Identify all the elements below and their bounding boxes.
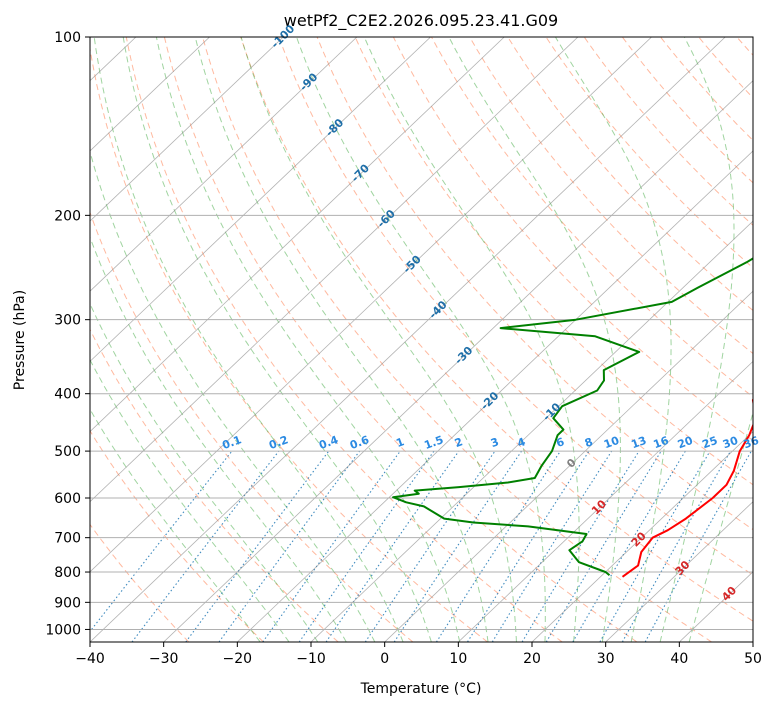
moist-adiabat (24, 37, 318, 642)
background-lines (0, 37, 775, 642)
mixing-ratio-line (299, 451, 434, 642)
mixing-ratio-label: 25 (701, 434, 720, 451)
isotherm (0, 37, 504, 642)
mixing-ratio-line (219, 451, 360, 642)
dry-adiabat (661, 37, 775, 642)
isotherm (0, 37, 578, 642)
dry-adiabat (0, 37, 189, 642)
dry-adiabat (622, 37, 775, 642)
mixing-ratio-label: 6 (554, 435, 566, 450)
mixing-ratio-line (436, 451, 560, 642)
mixing-ratio-label: 1.5 (422, 433, 445, 452)
x-tick-label: 0 (380, 651, 389, 667)
x-tick-label: 50 (744, 651, 762, 667)
x-tick-label: 30 (597, 651, 615, 667)
dry-adiabat (203, 37, 712, 642)
isotherm (0, 37, 62, 642)
x-tick-label: 20 (523, 651, 541, 667)
mixing-ratio-label: 36 (742, 434, 761, 452)
mixing-ratio-label: 16 (652, 434, 671, 452)
dry-adiabat (393, 37, 775, 642)
moist-adiabat (5, 37, 290, 642)
isotherm (753, 37, 775, 642)
mixing-ratio-line (600, 451, 710, 642)
y-tick-label: 800 (54, 565, 81, 581)
x-tick-label: −10 (296, 651, 326, 667)
isotherm (679, 37, 775, 642)
x-axis: −40 −30 −20 −10 0 10 20 30 40 50 (75, 642, 762, 667)
moist-adiabat (241, 37, 516, 642)
isotherm (0, 37, 357, 642)
moist-adiabat (0, 37, 260, 642)
mixing-ratio-label: 30 (721, 434, 740, 452)
y-tick-label: 300 (54, 313, 81, 329)
isotherm (0, 37, 431, 642)
dry-adiabat (12, 37, 338, 642)
y-tick-label: 700 (54, 531, 81, 547)
mixing-ratio-line (522, 451, 639, 642)
mixing-ratio-line (492, 451, 611, 642)
isotherm (90, 37, 725, 642)
moist-adiabat (449, 37, 621, 642)
mixing-ratio-line (132, 451, 279, 642)
mixing-ratio-line (645, 451, 751, 642)
moist-adiabat (94, 37, 403, 642)
dry-adiabat (241, 37, 775, 642)
y-tick-label: 900 (54, 595, 81, 611)
y-tick-label: 200 (54, 208, 81, 224)
y-tick-label: 600 (54, 491, 81, 507)
chart-title: wetPf2_C2E2.2026.095.23.41.G09 (284, 11, 558, 31)
isotherm (0, 37, 283, 642)
mixing-ratio-label: 13 (629, 434, 648, 451)
isotherm (385, 37, 775, 642)
mixing-ratio-label: 1 (394, 435, 406, 450)
mixing-ratio-line (394, 451, 521, 642)
mixing-ratio-label: 8 (583, 435, 595, 450)
mixing-ratio-label: 0.4 (317, 433, 340, 452)
mixing-ratio-label: 0.1 (220, 433, 243, 452)
dry-adiabat (584, 37, 775, 642)
y-tick-label: 400 (54, 387, 81, 403)
x-tick-label: 10 (449, 651, 467, 667)
mixing-ratio-label: 2 (453, 435, 465, 450)
dry-adiabat (164, 37, 637, 642)
y-tick-label: 500 (54, 444, 81, 460)
y-axis: 100 200 300 400 500 600 700 800 900 1000 (45, 30, 90, 638)
moist-adiabat (364, 37, 579, 642)
mixing-ratio-label: 0.6 (348, 433, 371, 452)
dry-adiabat (355, 37, 775, 642)
moist-adiabat (156, 37, 459, 642)
mixing-ratio-label: 10 (602, 434, 621, 452)
x-tick-label: 40 (670, 651, 688, 667)
x-tick-label: −30 (149, 651, 179, 667)
mixing-ratio-label: 3 (489, 435, 501, 450)
y-tick-label: 1000 (45, 622, 81, 638)
x-tick-label: −40 (75, 651, 105, 667)
mixing-ratio-label: 20 (676, 434, 695, 452)
gridlines (0, 37, 775, 642)
x-tick-label: −20 (223, 651, 253, 667)
dry-adiabat (50, 37, 413, 642)
mixing-ratio-line (365, 451, 495, 642)
plot-frame (90, 37, 753, 642)
moist-adiabat (123, 37, 431, 642)
dry-adiabat (737, 37, 775, 642)
y-tick-label: 100 (54, 30, 81, 46)
isotherm (606, 37, 775, 642)
dry-adiabat (699, 37, 775, 642)
mixing-ratio-line (82, 451, 232, 642)
x-axis-label: Temperature (°C) (360, 681, 482, 697)
series-lines (393, 37, 775, 577)
moist-adiabat (45, 37, 346, 642)
isotherm (532, 37, 775, 642)
dry-adiabat (317, 37, 775, 642)
y-axis-label: Pressure (hPa) (12, 290, 28, 390)
